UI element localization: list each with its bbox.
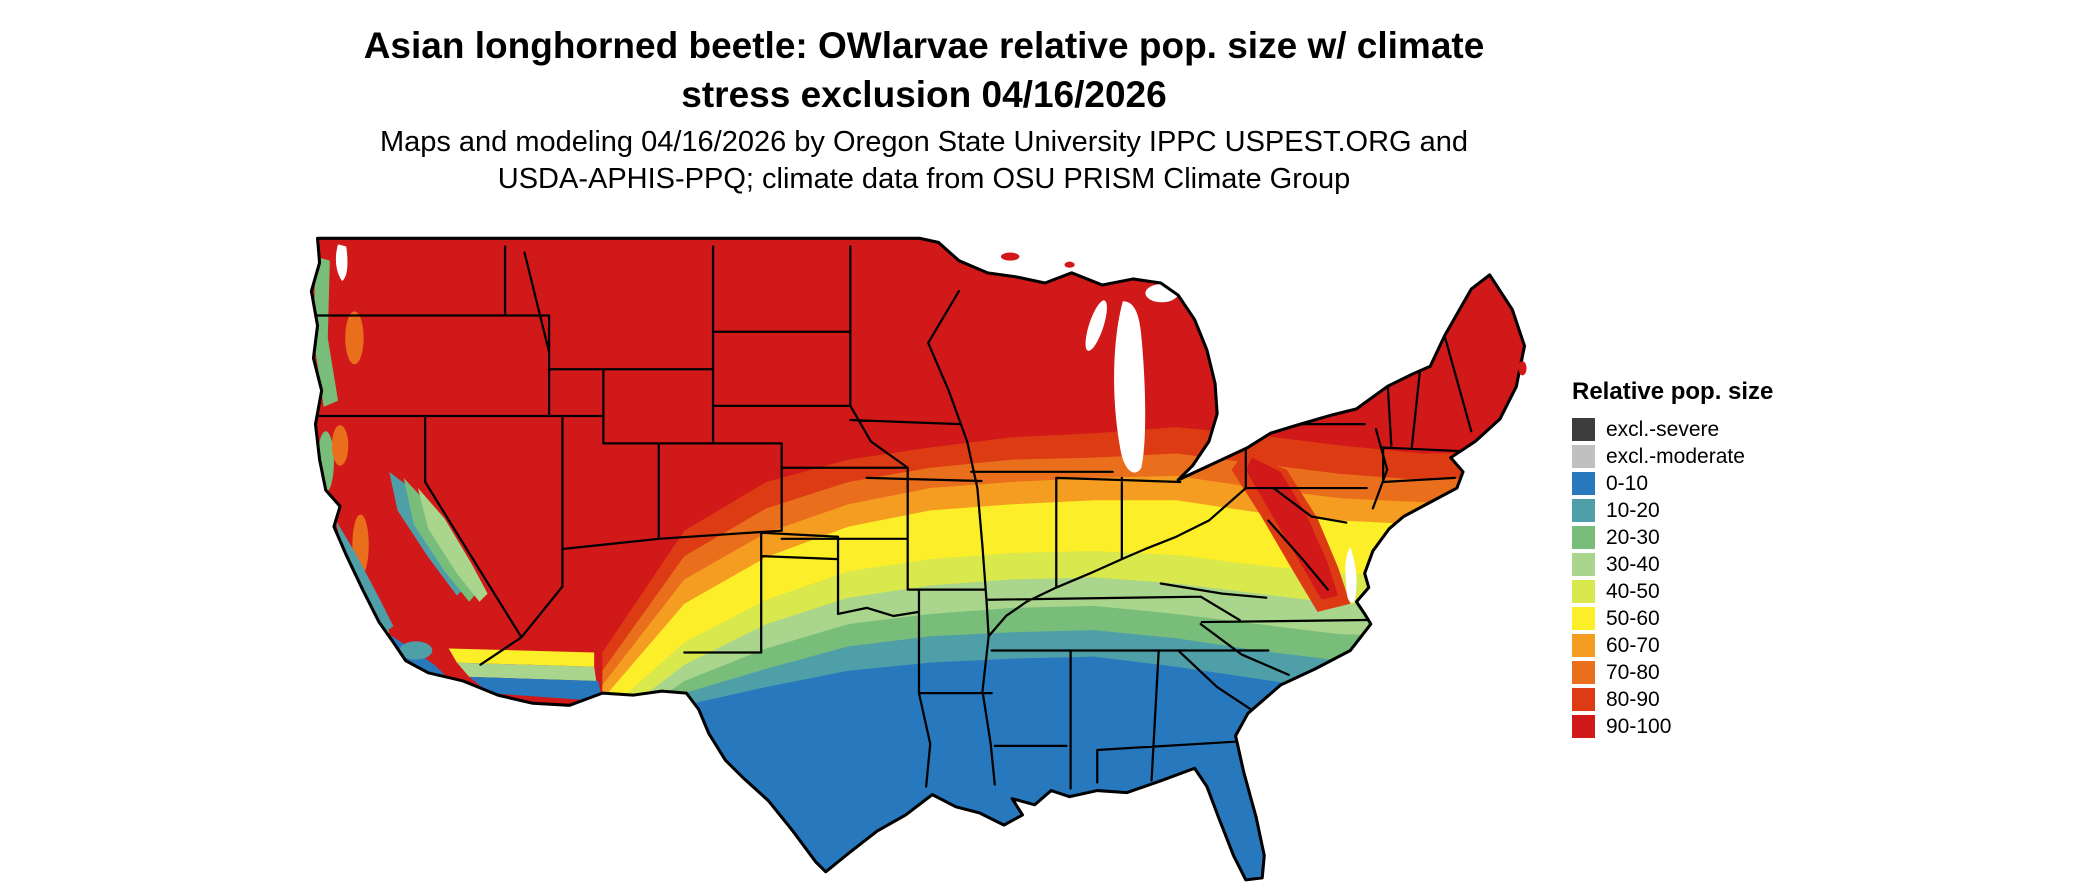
state-border-lines xyxy=(314,245,1473,790)
legend-label: 10-20 xyxy=(1606,499,1660,522)
us-map xyxy=(309,236,1527,882)
map-subtitle: Maps and modeling 04/16/2026 by Oregon S… xyxy=(379,126,1469,196)
legend-swatch-60-70 xyxy=(1572,634,1595,657)
offshore-islands xyxy=(1000,252,1527,376)
legend-item-10-20: 10-20 xyxy=(1572,499,1773,522)
isle-royale-red xyxy=(1000,252,1020,261)
legend-label: 70-80 xyxy=(1606,661,1660,684)
legend-item-40-50: 40-50 xyxy=(1572,580,1773,603)
oregon-coast-orange xyxy=(331,425,349,466)
cascades-orange xyxy=(345,311,364,365)
legend-item-20-30: 20-30 xyxy=(1572,526,1773,549)
legend: Relative pop. size excl.-severe excl.-mo… xyxy=(1572,378,1773,742)
legend-label: 40-50 xyxy=(1606,580,1660,603)
legend-label: excl.-severe xyxy=(1606,418,1720,441)
legend-label: 30-40 xyxy=(1606,553,1660,576)
us-map-container xyxy=(295,216,1545,886)
legend-item-60-70: 60-70 xyxy=(1572,634,1773,657)
legend-label: 90-100 xyxy=(1606,715,1672,738)
legend-label: 50-60 xyxy=(1606,607,1660,630)
sierra-light-green xyxy=(417,488,488,602)
maine-island-red xyxy=(1518,361,1527,376)
legend-item-80-90: 80-90 xyxy=(1572,688,1773,711)
lakes-layer xyxy=(335,244,1357,603)
legend-swatch-excl-severe xyxy=(1572,418,1595,441)
arizona-green-strip xyxy=(456,662,597,681)
legend-swatch-80-90 xyxy=(1572,688,1595,711)
map-title: Asian longhorned beetle: OWlarvae relati… xyxy=(363,25,1485,115)
us-outline xyxy=(309,236,1527,882)
legend-swatch-40-50 xyxy=(1572,580,1595,603)
legend-swatch-0-10 xyxy=(1572,472,1595,495)
legend-label: 80-90 xyxy=(1606,688,1660,711)
arizona-blue-strip xyxy=(469,676,603,702)
california-coast-teal xyxy=(335,520,394,633)
legend-label: 20-30 xyxy=(1606,526,1660,549)
appalachian-red-tongue xyxy=(1245,457,1339,600)
green-bay xyxy=(1085,300,1107,351)
superior-island-red xyxy=(1064,261,1075,268)
legend-item-30-40: 30-40 xyxy=(1572,553,1773,576)
legend-swatch-excl-moderate xyxy=(1572,445,1595,468)
legend-swatch-10-20 xyxy=(1572,499,1595,522)
legend-swatch-70-80 xyxy=(1572,661,1595,684)
legend-item-excl-severe: excl.-severe xyxy=(1572,418,1773,441)
legend-label: excl.-moderate xyxy=(1606,445,1745,468)
legend-title: Relative pop. size xyxy=(1572,378,1774,405)
chesapeake-bay xyxy=(1345,546,1357,603)
legend-item-70-80: 70-80 xyxy=(1572,661,1773,684)
puget-sound xyxy=(335,244,348,281)
legend-swatch-50-60 xyxy=(1572,607,1595,630)
legend-swatch-90-100 xyxy=(1572,715,1595,738)
legend-label: 0-10 xyxy=(1606,472,1649,495)
legend-swatch-20-30 xyxy=(1572,526,1595,549)
legend-item-50-60: 50-60 xyxy=(1572,607,1773,630)
state-borders xyxy=(314,245,1473,790)
socal-teal xyxy=(399,641,433,660)
pnw-coast-green xyxy=(313,256,339,407)
legend-item-0-10: 0-10 xyxy=(1572,472,1773,495)
legend-item-excl-moderate: excl.-moderate xyxy=(1572,445,1773,468)
lake-michigan xyxy=(1114,301,1146,473)
legend-swatch-30-40 xyxy=(1572,553,1595,576)
legend-label: 60-70 xyxy=(1606,634,1660,657)
legend-item-90-100: 90-100 xyxy=(1572,715,1773,738)
